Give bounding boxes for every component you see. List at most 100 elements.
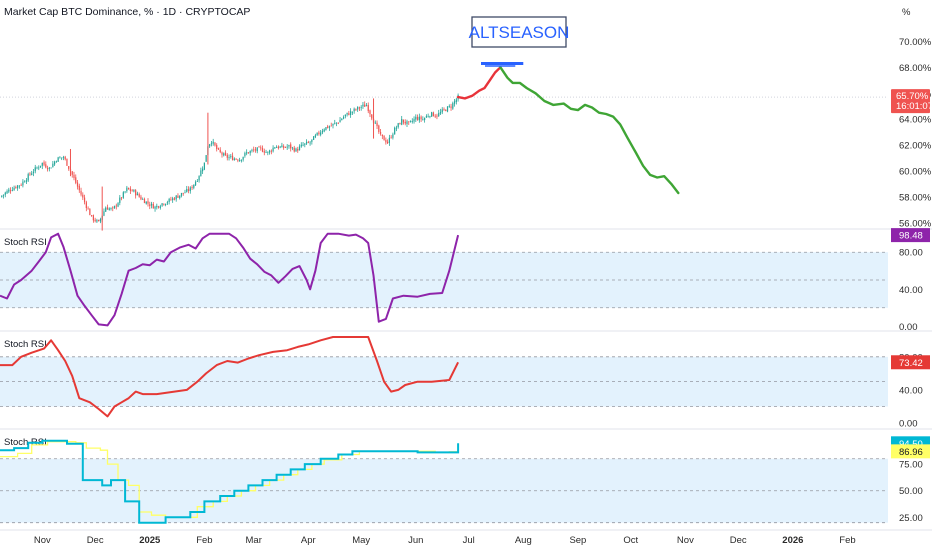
candle — [128, 187, 130, 190]
x-tick-label: Feb — [839, 535, 855, 546]
candle — [43, 162, 45, 165]
candle — [452, 103, 454, 109]
x-tick-label: Aug — [515, 535, 532, 546]
candle — [113, 205, 116, 209]
last-value-text: 86.96 — [899, 447, 923, 458]
candle — [231, 155, 234, 161]
candle — [175, 195, 177, 200]
candle — [305, 141, 308, 144]
candle — [45, 164, 47, 168]
candle — [184, 192, 186, 194]
candle — [425, 116, 427, 118]
candles — [1, 93, 459, 224]
candle — [147, 201, 149, 204]
candle — [268, 150, 271, 153]
candle — [284, 147, 287, 148]
candle — [52, 163, 54, 168]
candle — [209, 144, 211, 147]
y-tick-label: 58.00% — [899, 192, 932, 203]
candle — [422, 119, 424, 120]
candle — [446, 106, 449, 112]
candle — [281, 145, 283, 148]
candle — [335, 122, 338, 124]
candle — [39, 165, 42, 167]
candle — [353, 108, 355, 112]
candle — [205, 155, 207, 162]
candle — [168, 199, 170, 203]
candle — [73, 174, 75, 179]
candle — [194, 181, 197, 186]
candle — [9, 190, 12, 192]
candle — [274, 147, 276, 149]
candle — [439, 112, 442, 114]
last-value-tag — [891, 444, 930, 459]
candle — [367, 104, 369, 112]
candle — [152, 204, 154, 209]
candle — [202, 168, 204, 172]
candle — [263, 151, 265, 153]
last-value-text: 98.48 — [899, 231, 923, 242]
candle — [237, 159, 239, 161]
candle — [360, 106, 362, 108]
x-tick-label: Jun — [408, 535, 423, 546]
candle — [413, 118, 415, 122]
candle — [260, 147, 262, 149]
candle — [133, 189, 135, 192]
candle — [277, 146, 279, 149]
altseason-box — [471, 16, 567, 48]
candle — [385, 139, 387, 143]
candle — [383, 135, 385, 141]
y-tick-label: 62.00% — [899, 141, 932, 152]
candle — [416, 117, 419, 120]
candle — [399, 123, 401, 125]
last-value-tag — [891, 228, 930, 243]
candle — [98, 219, 100, 222]
y-tick-label: 70.00% — [899, 37, 932, 48]
candle — [364, 104, 366, 107]
candle — [27, 174, 29, 181]
candle — [436, 115, 438, 117]
y-tick-label: 68.00% — [899, 63, 932, 74]
candle — [120, 197, 123, 199]
candle — [325, 127, 327, 130]
candle — [276, 147, 278, 148]
candle — [17, 185, 19, 189]
candle — [180, 192, 183, 196]
candle — [166, 202, 168, 204]
candle — [150, 203, 153, 206]
candle — [212, 141, 214, 144]
candle — [328, 126, 331, 128]
y-tick-label: 80.00 — [899, 248, 923, 259]
candle — [108, 208, 110, 210]
candle — [365, 105, 368, 107]
candle — [235, 158, 237, 160]
candle — [22, 181, 24, 186]
candle — [138, 194, 140, 197]
candle — [177, 195, 179, 198]
candle — [283, 146, 285, 148]
projection-red — [456, 66, 502, 100]
candle — [374, 122, 376, 124]
candle — [290, 144, 292, 149]
candle — [25, 180, 28, 182]
candle — [298, 146, 301, 151]
stoch-series-yellow — [0, 441, 459, 518]
candle — [350, 111, 352, 115]
candle — [135, 190, 137, 196]
candle — [182, 192, 184, 194]
candle — [112, 207, 114, 209]
candle — [122, 192, 124, 198]
candle — [251, 149, 253, 151]
candle — [330, 125, 332, 127]
candle — [314, 135, 316, 138]
candle — [313, 136, 315, 140]
candle — [80, 190, 82, 195]
candle — [170, 199, 172, 201]
candle — [270, 150, 272, 152]
candle — [355, 109, 357, 110]
candle — [76, 182, 79, 187]
candle — [172, 198, 174, 201]
candle — [149, 204, 151, 206]
x-tick-label: Dec — [87, 535, 104, 546]
candle — [300, 144, 302, 147]
